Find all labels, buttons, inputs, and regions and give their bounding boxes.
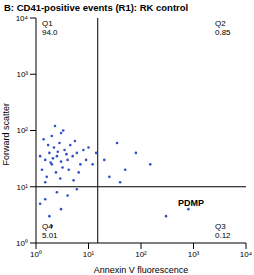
html-text:5.01: 5.01 [42, 231, 58, 240]
svg-text:Annexin V fluorescence: Annexin V fluorescence [94, 265, 189, 275]
html-text:Q2: Q2 [215, 19, 226, 28]
svg-text:10²: 10² [16, 126, 28, 135]
html-text:94.0: 94.0 [42, 28, 58, 37]
html-text:Q4: Q4 [42, 222, 53, 231]
html-text:Q1: Q1 [42, 19, 53, 28]
svg-text:10⁴: 10⁴ [16, 14, 29, 23]
svg-text:10⁰: 10⁰ [30, 250, 42, 259]
svg-text:10¹: 10¹ [16, 183, 28, 192]
svg-text:10⁴: 10⁴ [240, 250, 246, 259]
html-text:0.85: 0.85 [215, 28, 231, 37]
html-text:PDMP: PDMP [178, 198, 204, 208]
svg-text:10³: 10³ [16, 70, 28, 79]
svg-text:Forward scatter: Forward scatter [8, 103, 11, 166]
svg-text:10³: 10³ [188, 250, 200, 259]
svg-text:10⁰: 10⁰ [16, 239, 28, 248]
svg-text:10¹: 10¹ [83, 250, 95, 259]
html-text:B: CD41-positive events (R1):: B: CD41-positive events (R1): RK control [4, 2, 189, 13]
svg-text:10²: 10² [135, 250, 147, 259]
html-text:0.12: 0.12 [215, 231, 231, 240]
html-text:Q3: Q3 [215, 222, 226, 231]
